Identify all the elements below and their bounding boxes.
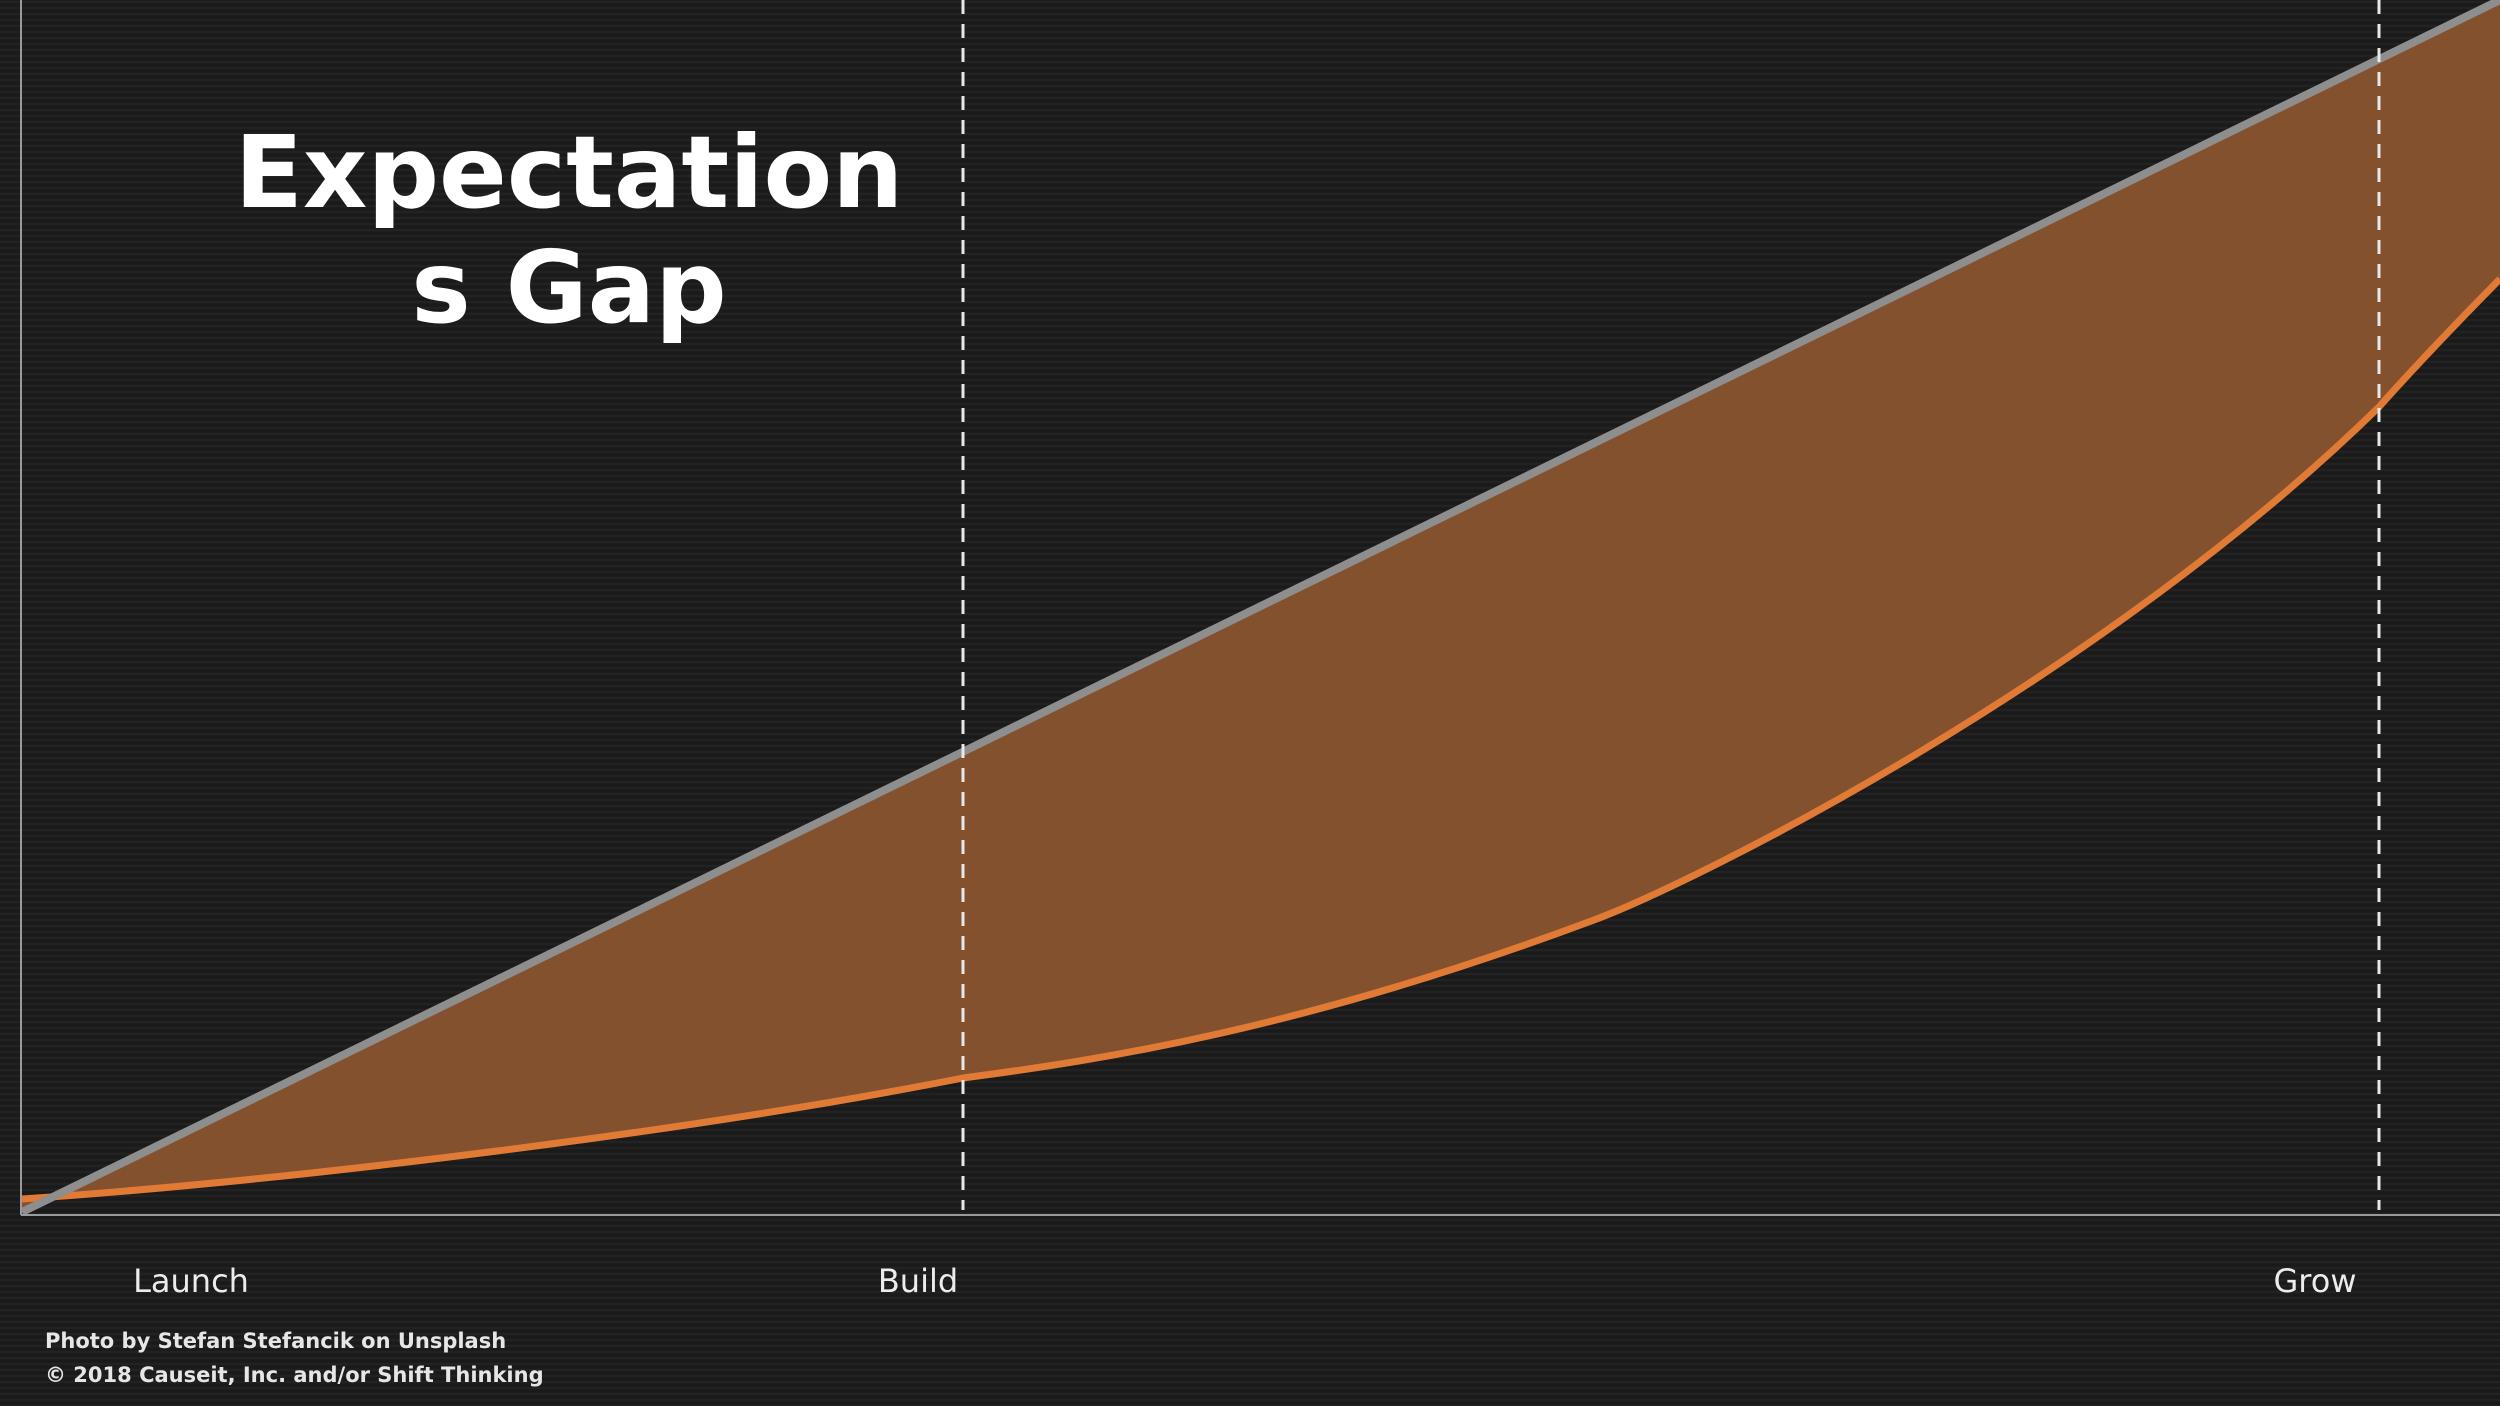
- photo-credit: Photo by Stefan Stefancik on Unsplash: [45, 1329, 506, 1353]
- reality-curve: [21, 276, 2500, 1203]
- copyright: © 2018 Causeit, Inc. and/or Shift Thinki…: [45, 1363, 544, 1387]
- title-line: Expectation: [235, 114, 904, 231]
- title-line: s Gap: [411, 229, 726, 346]
- expectation-line: [20, 0, 2500, 1216]
- phase-label: Build: [878, 1262, 958, 1300]
- phase-label: Grow: [2274, 1262, 2357, 1300]
- phase-label: Launch: [133, 1262, 249, 1300]
